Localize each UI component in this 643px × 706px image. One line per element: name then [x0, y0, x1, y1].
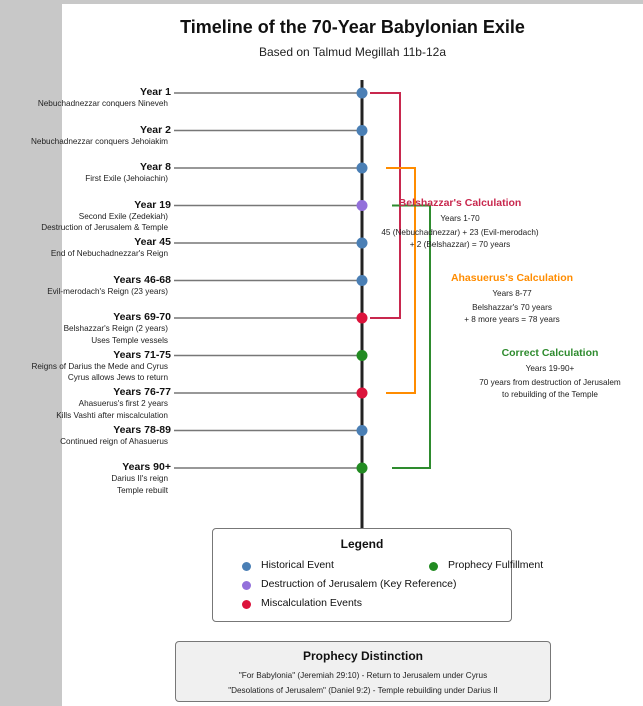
event-year: Years 90+	[122, 461, 171, 473]
event-marker-historical	[356, 275, 368, 286]
calculation-line: to rebuilding of the Temple	[502, 389, 598, 399]
event-marker-historical	[356, 87, 368, 99]
event-marker-miscalculation	[356, 387, 368, 399]
calculation-title: Correct Calculation	[501, 347, 599, 359]
event-description: Ahasuerus's first 2 years	[78, 399, 168, 408]
legend-label: Miscalculation Events	[261, 597, 362, 609]
calculation-title: Belshazzar's Calculation	[398, 197, 522, 209]
event-marker-historical	[356, 162, 368, 174]
event-description: Cyrus allows Jews to return	[67, 373, 168, 382]
prophecy-distinction-box	[175, 641, 551, 702]
event-year: Years 76-77	[113, 386, 171, 398]
legend-label: Prophecy Fulfillment	[448, 559, 544, 571]
event-description: Reigns of Darius the Mede and Cyrus	[31, 361, 168, 371]
calculation-range: Years 19-90+	[525, 364, 575, 373]
prophecy-distinction-line: "For Babylonia" (Jeremiah 29:10) - Retur…	[238, 671, 488, 680]
prophecy-distinction-line: "Desolations of Jerusalem" (Daniel 9:2) …	[228, 686, 498, 695]
calculation-range: Years 1-70	[440, 214, 480, 223]
event-description: End of Nebuchadnezzar's Reign	[50, 249, 168, 258]
event-description: First Exile (Jehoiachin)	[85, 174, 168, 183]
event-year: Year 45	[134, 236, 171, 248]
event-marker-prophecy	[356, 462, 368, 474]
calculation-line: 70 years from destruction of Jerusalem	[479, 378, 621, 387]
event-description: Destruction of Jerusalem & Temple	[41, 223, 168, 232]
legend-swatch-prophecy	[428, 561, 438, 571]
event-year: Years 78-89	[113, 423, 171, 436]
event-description: Nebuchadnezzar conquers Nineveh	[37, 99, 168, 108]
event-description: Evil-merodach's Reign (23 years)	[47, 286, 168, 296]
event-marker-historical	[356, 125, 368, 136]
event-marker-destruction	[356, 200, 368, 211]
event-description: Nebuchadnezzar conquers Jehoiakim	[31, 136, 168, 146]
event-description: Continued reign of Ahasuerus	[60, 436, 168, 446]
calculation-range: Years 8-77	[492, 289, 532, 298]
legend-label: Destruction of Jerusalem (Key Reference)	[261, 578, 457, 590]
event-marker-miscalculation	[356, 312, 368, 324]
event-marker-historical	[356, 425, 368, 436]
legend-swatch-miscalculation	[241, 599, 251, 609]
event-marker-prophecy	[356, 350, 368, 361]
calculation-line: 45 (Nebuchadnezzar) + 23 (Evil-merodach)	[381, 228, 539, 237]
event-marker-historical	[356, 237, 368, 249]
event-description: Belshazzar's Reign (2 years)	[63, 324, 168, 333]
event-description: Second Exile (Zedekiah)	[78, 211, 168, 221]
event-description: Uses Temple vessels	[91, 335, 168, 345]
event-year: Year 2	[140, 123, 171, 136]
event-description: Kills Vashti after miscalculation	[56, 410, 168, 420]
event-year: Years 46-68	[113, 273, 171, 286]
calculation-line: Belshazzar's 70 years	[472, 303, 552, 312]
event-description: Darius II's reign	[111, 474, 168, 483]
legend-title: Legend	[340, 537, 384, 551]
calculation-bracket	[386, 167, 416, 394]
page-title: Timeline of the 70-Year Babylonian Exile	[180, 17, 525, 37]
calculation-line: + 2 (Belshazzar) = 70 years	[409, 239, 511, 249]
legend-label: Historical Event	[261, 559, 334, 571]
event-year: Year 8	[140, 161, 171, 173]
legend-box	[212, 528, 512, 622]
event-description: Temple rebuilt	[117, 485, 168, 495]
prophecy-distinction-title: Prophecy Distinction	[302, 649, 424, 663]
calculation-title: Ahasuerus's Calculation	[450, 272, 574, 284]
event-year: Year 19	[134, 198, 171, 211]
event-year: Years 69-70	[113, 311, 171, 323]
legend-swatch-destruction	[241, 580, 251, 590]
calculation-line: + 8 more years = 78 years	[464, 314, 560, 324]
legend-swatch-historical	[241, 561, 251, 571]
page-subtitle: Based on Talmud Megillah 11b-12a	[258, 45, 446, 59]
event-year: Years 71-75	[113, 348, 171, 361]
event-year: Year 1	[140, 86, 171, 98]
calculation-bracket	[392, 204, 431, 469]
